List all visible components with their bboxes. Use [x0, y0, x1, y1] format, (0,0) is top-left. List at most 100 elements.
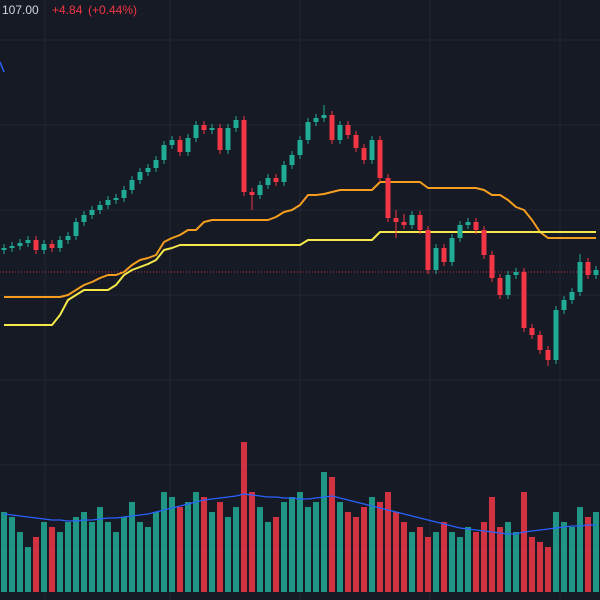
volume-bar [473, 532, 479, 592]
volume-bar [17, 532, 23, 592]
volume-bar [569, 527, 575, 592]
volume-bar [513, 532, 519, 592]
candle-body [505, 275, 511, 295]
candle-body [545, 350, 551, 360]
volume-bar [97, 507, 103, 592]
volume-bar [193, 492, 199, 592]
candle-body [497, 278, 503, 295]
candle-body [441, 248, 447, 262]
price-pane [0, 105, 600, 366]
volume-bar [369, 497, 375, 592]
volume-bar [153, 512, 159, 592]
volume-bar [409, 532, 415, 592]
volume-bar [545, 547, 551, 592]
volume-bar [145, 527, 151, 592]
volume-bar [49, 527, 55, 592]
volume-bar [553, 512, 559, 592]
volume-bar [305, 507, 311, 592]
volume-bar [321, 472, 327, 592]
candle-body [217, 128, 223, 150]
overlay-line [4, 181, 596, 298]
volume-ma-line [3, 493, 596, 535]
volume-bar [209, 512, 215, 592]
candle-body [553, 310, 559, 360]
candle-body [257, 185, 263, 195]
candle-body [137, 172, 143, 180]
candle-body [569, 292, 575, 300]
candle-body [105, 200, 111, 205]
candle-body [425, 230, 431, 270]
candle-body [321, 115, 327, 118]
candle-body [241, 120, 247, 192]
candle-body [289, 155, 295, 165]
candle-body [41, 244, 47, 250]
candle-body [57, 240, 63, 248]
volume-bar [593, 512, 599, 592]
volume-bar [393, 512, 399, 592]
volume-bar [425, 537, 431, 592]
volume-bar [489, 497, 495, 592]
volume-bar [481, 522, 487, 592]
volume-bar [433, 532, 439, 592]
candle-body [145, 168, 151, 172]
candle-body [329, 115, 335, 140]
candle-body [561, 300, 567, 310]
volume-bar [449, 532, 455, 592]
candle-body [73, 222, 79, 236]
volume-bar [345, 512, 351, 592]
volume-bar [73, 517, 79, 592]
volume-bar [33, 537, 39, 592]
volume-bar [289, 497, 295, 592]
volume-bar [89, 522, 95, 592]
candle-body [585, 262, 591, 275]
candle-body [201, 125, 207, 130]
candle-body [385, 178, 391, 218]
volume-bar [41, 522, 47, 592]
volume-bar [177, 507, 183, 592]
volume-bar [385, 492, 391, 592]
volume-bar [377, 502, 383, 592]
candle-body [369, 140, 375, 160]
candle-body [33, 240, 39, 250]
candle-body [337, 125, 343, 140]
candle-body [153, 160, 159, 168]
volume-bar [497, 527, 503, 592]
volume-bar [417, 527, 423, 592]
price-change: +4.84 [52, 3, 83, 17]
candle-body [249, 192, 255, 195]
volume-bar [313, 502, 319, 592]
candle-body [377, 140, 383, 178]
volume-bar [337, 502, 343, 592]
candle-body [129, 180, 135, 190]
candle-body [409, 215, 415, 225]
candle-body [281, 165, 287, 182]
volume-bar [505, 522, 511, 592]
candle-body [305, 122, 311, 140]
candle-body [529, 328, 535, 335]
volume-bar [457, 537, 463, 592]
volume-bar [217, 502, 223, 592]
candle-body [177, 140, 183, 152]
candle-body [25, 240, 31, 243]
candle-body [9, 246, 15, 248]
candle-body [401, 222, 407, 225]
candle-body [457, 225, 463, 238]
volume-bar [161, 492, 167, 592]
candle-body [353, 135, 359, 148]
volume-bar [169, 497, 175, 592]
candle-body [209, 128, 215, 130]
candle-body [121, 190, 127, 198]
volume-bar [465, 527, 471, 592]
volume-bar [1, 512, 7, 592]
volume-bar [233, 507, 239, 592]
volume-bar [129, 502, 135, 592]
candle-body [465, 222, 471, 225]
candle-body [185, 138, 191, 152]
volume-pane [1, 442, 599, 592]
candle-body [17, 243, 23, 246]
volume-bar [361, 507, 367, 592]
volume-bar [25, 547, 31, 592]
candle-body [225, 128, 231, 150]
volume-bar [201, 497, 207, 592]
